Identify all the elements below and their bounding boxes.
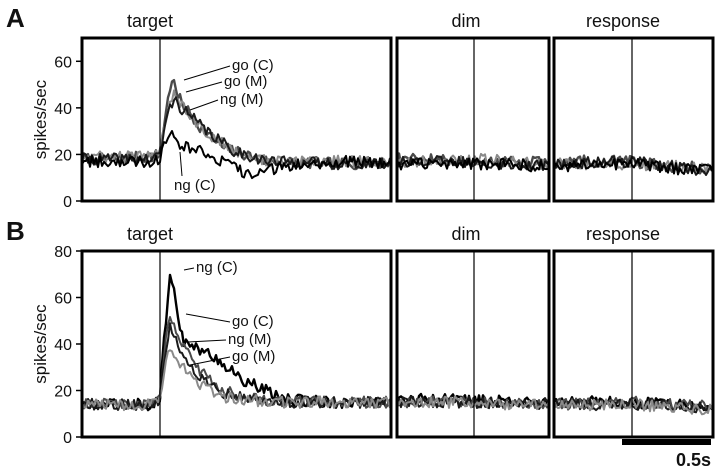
- series-label-leader: [183, 267, 195, 271]
- series-line-ngc-response: [554, 158, 713, 176]
- epoch-response: response: [552, 11, 715, 203]
- series-label: go (C): [232, 313, 274, 330]
- series-label-leader: [183, 65, 231, 81]
- epoch-label-target: target: [127, 11, 173, 31]
- y-tick-label: 40: [54, 101, 72, 118]
- series-label: go (M): [224, 73, 267, 90]
- series-line-gom-target: [82, 89, 391, 169]
- epoch-frame: [395, 36, 551, 203]
- series-line-gom-target: [82, 349, 391, 412]
- epoch-label-dim: dim: [451, 11, 480, 31]
- series-line-ngc-dim: [397, 157, 549, 173]
- epoch-frame: [552, 249, 715, 439]
- series-label: ng (C): [174, 177, 216, 194]
- epoch-dim: dim: [395, 224, 551, 439]
- traces-target: [82, 78, 391, 180]
- panel-label: A: [6, 3, 25, 33]
- y-tick-label: 60: [54, 291, 72, 308]
- y-axis-label: spikes/sec: [31, 304, 50, 384]
- epoch-label-response: response: [586, 224, 660, 244]
- series-line-ngc-target: [82, 130, 391, 180]
- traces-target: [82, 273, 391, 412]
- series-label-leader: [185, 81, 223, 93]
- y-axis-label: spikes/sec: [31, 79, 50, 159]
- y-tick-label: 60: [54, 54, 72, 71]
- series-label: go (C): [232, 57, 274, 74]
- traces-response: [554, 154, 713, 176]
- series-label-leader: [185, 313, 231, 323]
- epoch-response: response: [552, 224, 715, 439]
- epoch-frame: [80, 249, 393, 439]
- epoch-target: target: [80, 11, 393, 203]
- scale-bar-label: 0.5s: [676, 450, 711, 469]
- y-tick-label: 40: [54, 337, 72, 354]
- series-label: ng (C): [196, 259, 238, 276]
- epoch-label-response: response: [586, 11, 660, 31]
- series-label-leader: [179, 151, 183, 177]
- series-line-goc-response: [554, 395, 713, 413]
- series-label-leader: [187, 339, 227, 343]
- epoch-dim: dim: [395, 11, 551, 203]
- epoch-label-target: target: [127, 224, 173, 244]
- y-tick-label: 20: [54, 147, 72, 164]
- series-label: go (M): [232, 348, 275, 365]
- panel-label: B: [6, 216, 25, 246]
- epoch-frame: [80, 36, 393, 203]
- series-line-ngm-response: [554, 398, 713, 414]
- series-line-gom-response: [554, 398, 713, 416]
- series-line-gom-dim: [397, 395, 549, 411]
- series-label: ng (M): [220, 91, 263, 108]
- y-tick-label: 80: [54, 244, 72, 261]
- traces-dim: [397, 152, 549, 173]
- y-tick-label: 20: [54, 384, 72, 401]
- traces-dim: [397, 392, 549, 411]
- series-label-leader: [189, 99, 219, 111]
- series-label-leader: [189, 356, 231, 366]
- series-label: ng (M): [228, 331, 271, 348]
- epoch-frame: [395, 249, 551, 439]
- epoch-target: target: [80, 224, 393, 439]
- y-tick-label: 0: [63, 194, 72, 211]
- epoch-label-dim: dim: [451, 224, 480, 244]
- epoch-frame: [552, 36, 715, 203]
- traces-response: [554, 395, 713, 416]
- y-tick-label: 0: [63, 430, 72, 447]
